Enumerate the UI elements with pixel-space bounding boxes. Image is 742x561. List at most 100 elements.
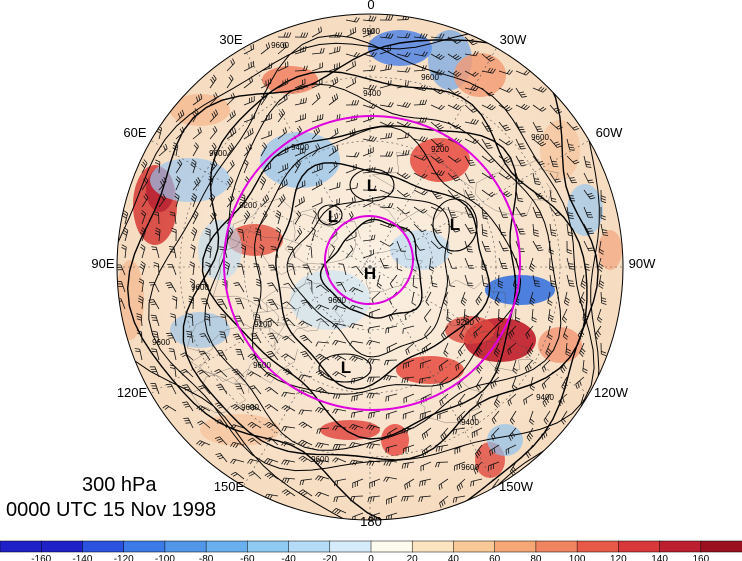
wind-barb-flag bbox=[401, 428, 404, 434]
wind-barb-flag bbox=[301, 352, 307, 356]
wind-barb-flag bbox=[566, 251, 572, 255]
wind-barb-flag bbox=[283, 337, 289, 341]
wind-barb-flag bbox=[249, 405, 255, 410]
wind-barb-flag bbox=[281, 441, 285, 446]
wind-barb bbox=[549, 155, 554, 167]
wind-barb bbox=[532, 155, 540, 166]
wind-barb-flag bbox=[186, 330, 192, 333]
wind-barb bbox=[362, 104, 374, 109]
wind-barb bbox=[532, 104, 543, 112]
wind-barb-flag bbox=[229, 144, 233, 150]
wind-barb bbox=[413, 69, 425, 72]
wind-barb-flag bbox=[439, 383, 442, 389]
wind-barb-flag bbox=[371, 444, 375, 449]
wind-barb bbox=[447, 87, 457, 96]
colorbar-tick-label: -140 bbox=[72, 554, 92, 561]
wind-barb-flag bbox=[441, 33, 445, 39]
wind-barb-flag bbox=[419, 117, 422, 123]
wind-barb-flag bbox=[267, 42, 271, 48]
wind-barb-flag bbox=[149, 301, 155, 303]
wind-barb bbox=[447, 104, 459, 111]
wind-barb-flag bbox=[452, 53, 458, 58]
wind-barb-flag bbox=[196, 440, 201, 445]
meridian-line bbox=[369, 266, 497, 487]
wind-barb-flag bbox=[209, 195, 214, 200]
wind-barb-flag bbox=[537, 247, 543, 249]
colorbar-swatch bbox=[82, 540, 125, 553]
wind-barb bbox=[243, 162, 249, 174]
wind-barb-flag bbox=[471, 108, 476, 112]
wind-barb-flag bbox=[281, 477, 285, 483]
wind-barb-flag bbox=[332, 305, 336, 310]
wind-barb-flag bbox=[476, 403, 481, 408]
wind-barb-flag bbox=[387, 132, 390, 138]
wind-barb-flag bbox=[262, 93, 266, 99]
wind-barb-flag bbox=[511, 468, 516, 474]
wind-barb-flag bbox=[199, 333, 205, 335]
wind-barb-flag bbox=[475, 317, 479, 323]
wind-barb bbox=[294, 50, 306, 55]
wind-barb bbox=[302, 421, 313, 429]
wind-barb-flag bbox=[476, 369, 481, 374]
wind-barb-flag bbox=[351, 305, 356, 311]
wind-barb-flag bbox=[518, 200, 524, 202]
wind-barb-flag bbox=[219, 354, 225, 357]
wind-barb-flag bbox=[458, 416, 462, 422]
wind-barb-flag bbox=[577, 382, 580, 388]
wind-barb bbox=[396, 172, 407, 180]
wind-barb-flag bbox=[249, 439, 255, 443]
wind-barb bbox=[272, 333, 279, 344]
wind-barb bbox=[413, 240, 421, 251]
wind-barb bbox=[492, 478, 500, 488]
wind-barb-flag bbox=[218, 440, 224, 443]
wind-barb-flag bbox=[218, 457, 224, 460]
wind-barb-flag bbox=[250, 472, 256, 476]
wind-barb-flag bbox=[474, 139, 479, 144]
wind-barb-flag bbox=[457, 384, 461, 390]
wind-barb-flag bbox=[281, 181, 284, 187]
wind-barb-flag bbox=[481, 268, 487, 272]
wind-barb bbox=[345, 31, 356, 38]
latitude-circle bbox=[179, 76, 561, 458]
colorbar-swatch bbox=[453, 540, 496, 553]
wind-barb bbox=[379, 240, 390, 247]
wind-barb bbox=[446, 308, 449, 320]
wind-barb-flag bbox=[163, 145, 166, 151]
colorbar-tick-label: 20 bbox=[407, 554, 419, 561]
wind-barb-flag bbox=[353, 412, 356, 418]
wind-barb-flag bbox=[437, 158, 442, 162]
wind-barb bbox=[464, 223, 472, 234]
wind-barb bbox=[192, 131, 202, 140]
wind-barb bbox=[170, 383, 177, 395]
wind-barb-flag bbox=[216, 370, 222, 374]
wind-barb-flag bbox=[526, 365, 530, 371]
colorbar-swatch bbox=[411, 540, 455, 553]
wind-barb-flag bbox=[404, 484, 406, 490]
wind-barb-flag bbox=[424, 480, 426, 486]
wind-barb-flag bbox=[353, 128, 356, 134]
wind-barb-flag bbox=[189, 261, 195, 265]
wind-barb bbox=[505, 444, 517, 451]
wind-barb bbox=[328, 186, 340, 191]
wind-barb-flag bbox=[315, 128, 319, 134]
wind-barb bbox=[345, 119, 357, 123]
wind-barb bbox=[498, 308, 500, 321]
wind-barb bbox=[549, 138, 558, 148]
wind-barb-flag bbox=[169, 214, 176, 217]
wind-barb-flag bbox=[138, 300, 143, 304]
wind-barb bbox=[439, 393, 449, 402]
wind-barb bbox=[175, 145, 179, 157]
contour-label: 9200 bbox=[431, 145, 449, 154]
wind-barb-flag bbox=[162, 404, 167, 409]
wind-barb bbox=[342, 264, 347, 276]
low-pressure-label: L bbox=[341, 358, 351, 377]
wind-barb-flag bbox=[151, 248, 158, 251]
wind-barb-flag bbox=[412, 285, 418, 289]
wind-barb-flag bbox=[538, 130, 544, 133]
wind-barb-flag bbox=[390, 33, 394, 39]
wind-barb-flag bbox=[369, 393, 372, 399]
wind-barb-flag bbox=[332, 444, 336, 450]
contour-label: 9200 bbox=[239, 201, 257, 210]
wind-barb bbox=[512, 274, 517, 286]
wind-barb-flag bbox=[572, 126, 578, 129]
